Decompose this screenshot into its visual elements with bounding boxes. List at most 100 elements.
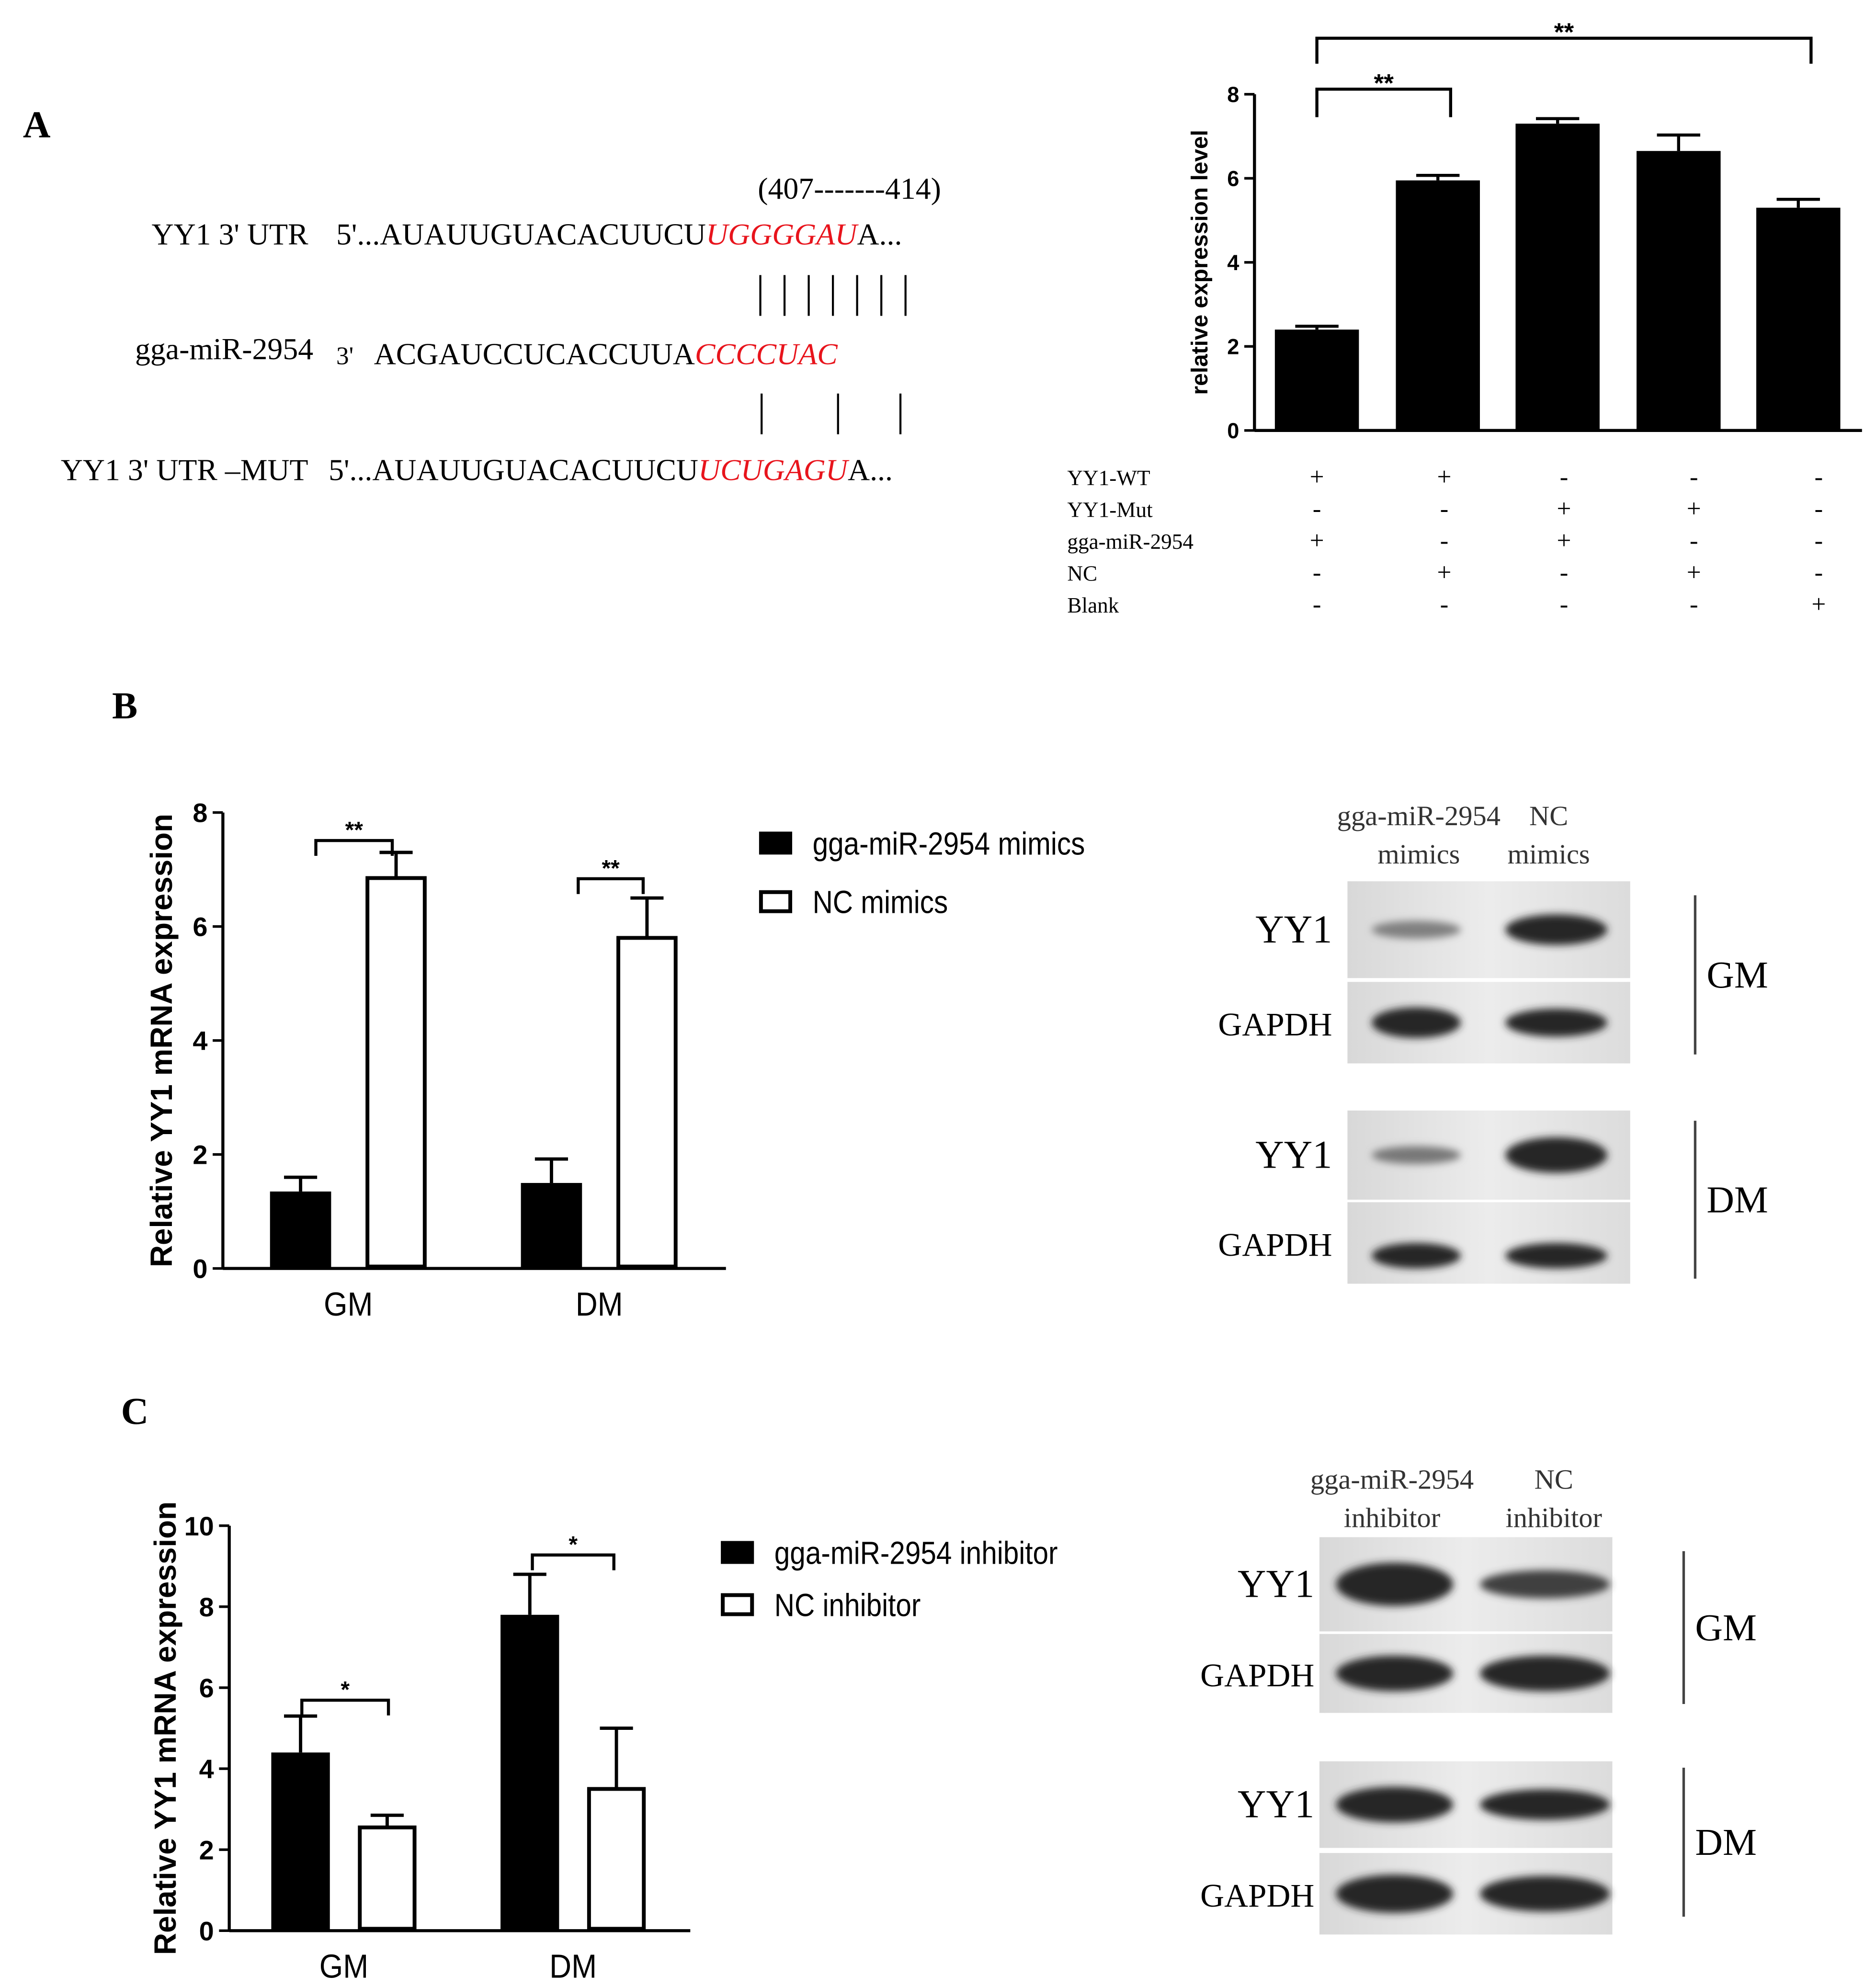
blot-band — [1371, 1243, 1461, 1269]
condition-sign: + — [1811, 590, 1826, 618]
legend-swatch — [721, 1541, 754, 1564]
bar — [1396, 180, 1480, 431]
legend-label: NC mimics — [813, 885, 948, 920]
blot-column-header-2: NC — [1529, 800, 1568, 831]
blot-group-label: DM — [1695, 1821, 1757, 1863]
condition-sign: - — [1313, 558, 1321, 587]
sequence-mirna-pre: ACGAUCCUCACCUUA — [374, 337, 695, 371]
blot-band — [1336, 1874, 1454, 1913]
sequence-mut-post: A... — [848, 453, 893, 487]
significance-bracket — [300, 1698, 390, 1715]
blot-band — [1336, 1655, 1454, 1692]
condition-sign: + — [1437, 558, 1452, 587]
condition-label: YY1-Mut — [1067, 498, 1153, 522]
condition-sign: - — [1560, 463, 1569, 491]
condition-label: NC — [1067, 562, 1097, 586]
blot-group-label: GM — [1706, 954, 1768, 996]
condition-label: Blank — [1067, 593, 1119, 617]
y-tick-label: 2 — [1227, 335, 1239, 359]
significance-label: ** — [1374, 69, 1394, 97]
category-label: GM — [324, 1286, 373, 1323]
blot-label-gapdh: GAPDH — [1218, 1006, 1332, 1043]
bar-series-1 — [500, 1614, 559, 1931]
pairing-lines-wt — [759, 275, 907, 316]
panel-label-b: B — [112, 685, 137, 727]
legend-label: NC inhibitor — [774, 1588, 921, 1623]
legend-swatch — [759, 831, 793, 855]
sequence-alignment: (407-------414) YY1 3' UTR 5'...AUAUUGUA… — [61, 171, 941, 487]
blot-band — [1505, 1243, 1607, 1269]
condition-sign: - — [1313, 495, 1321, 523]
condition-table: YY1-WT + + - - - YY1-Mut - - + + - gga-miR-2954 + - + - -… — [1067, 463, 1826, 618]
category-label: DM — [549, 1948, 597, 1985]
sequence-wt-red: UGGGGAU — [706, 217, 859, 251]
legend-c: gga-miR-2954 inhibitor NC inhibitor — [721, 1535, 1058, 1623]
significance-bracket — [531, 1553, 615, 1570]
blot-band — [1479, 1875, 1610, 1912]
y-tick-label: 6 — [193, 912, 207, 942]
blot-band — [1505, 1137, 1607, 1173]
significance-bracket — [577, 877, 645, 894]
y-tick-label: 4 — [199, 1754, 214, 1784]
sequence-label-mut: YY1 3' UTR –MUT — [61, 453, 308, 487]
category-label: GM — [319, 1948, 368, 1985]
y-tick-label: 2 — [193, 1140, 207, 1170]
condition-sign: - — [1814, 526, 1823, 555]
y-axis-label: Relative YY1 mRNA expression — [144, 814, 179, 1267]
western-blot-c: gga-miR-2954 inhibitor NC inhibitor YY1 GAPDH… — [1200, 1464, 1757, 1935]
y-tick-label: 10 — [184, 1511, 214, 1541]
blot-band — [1505, 914, 1607, 945]
y-tick-label: 8 — [1227, 82, 1239, 107]
panel-label-c: C — [121, 1390, 149, 1432]
y-axis-label: relative expression level — [1187, 130, 1213, 395]
bar — [1515, 124, 1600, 431]
y-tick-label: 2 — [199, 1835, 214, 1865]
sequence-mirna: 3' ACGAUCCUCACCUUACCCCUAC — [336, 337, 838, 371]
y-tick-label: 4 — [193, 1026, 207, 1056]
blot-band — [1479, 1789, 1610, 1820]
condition-sign: - — [1690, 526, 1698, 555]
y-tick-label: 8 — [193, 798, 207, 828]
condition-sign: + — [1687, 495, 1701, 523]
condition-sign: - — [1690, 590, 1698, 618]
sequence-mut: 5'...AUAUUGUACACUUCUUCUGAGUA... — [329, 453, 893, 487]
sequence-label-wt: YY1 3' UTR — [152, 217, 308, 251]
blot-label-yy1: YY1 — [1255, 908, 1332, 951]
significance-label: * — [341, 1678, 350, 1703]
condition-sign: + — [1310, 463, 1324, 491]
y-tick-label: 6 — [1227, 167, 1239, 191]
blot-column-header-2: NC — [1535, 1464, 1573, 1495]
significance-label: * — [568, 1533, 578, 1558]
blot-band — [1479, 1655, 1610, 1692]
bar-series-2 — [587, 1787, 646, 1931]
sequence-wt-strand: 5'... — [336, 217, 380, 251]
blot-group-label: GM — [1695, 1607, 1757, 1649]
sequence-mirna-red: CCCCUAC — [695, 337, 838, 371]
blot-band — [1371, 920, 1461, 939]
condition-sign: + — [1310, 526, 1324, 555]
condition-sign: + — [1437, 463, 1452, 491]
bar — [1756, 207, 1841, 431]
condition-label: gga-miR-2954 — [1067, 530, 1194, 554]
condition-sign: - — [1440, 590, 1449, 618]
blot-group-label: DM — [1706, 1179, 1768, 1221]
category-label: DM — [576, 1286, 623, 1323]
condition-sign: - — [1814, 558, 1823, 587]
blot-column-header-1-line2: mimics — [1377, 839, 1460, 870]
condition-sign: - — [1440, 495, 1449, 523]
chart-b: 0 2 4 6 8 Relative YY1 mRNA expression GM ** DM *… — [144, 798, 726, 1323]
blot-band — [1336, 1786, 1454, 1823]
sequence-wt: 5'...AUAUUGUACACUUCUUGGGGAUA... — [336, 217, 902, 251]
bar-series-1 — [270, 1191, 331, 1269]
y-tick-label: 0 — [1227, 419, 1239, 443]
blot-strip — [1347, 1202, 1630, 1284]
blot-label-gapdh: GAPDH — [1200, 1877, 1314, 1914]
sequence-mirna-strand: 3' — [336, 342, 353, 370]
pairing-lines-mut — [761, 393, 902, 434]
blot-band — [1505, 1009, 1607, 1037]
significance-bracket — [1315, 36, 1813, 64]
sequence-label-mirna: gga-miR-2954 — [135, 332, 313, 366]
condition-sign: - — [1814, 463, 1823, 491]
sequence-position: (407-------414) — [758, 171, 941, 205]
